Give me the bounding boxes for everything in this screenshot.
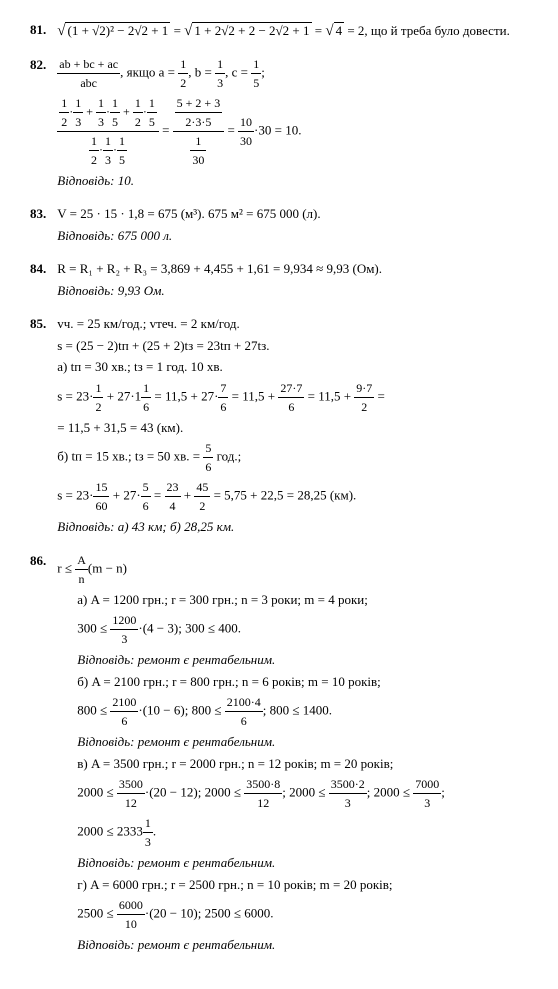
problem-86: 86. r ≤ An(m − n) а) A = 1200 грн.; r = … (30, 551, 528, 957)
problem-81: 81. √(1 + √2)² − 2√2 + 1 = √1 + 2√2 + 2 … (30, 20, 528, 43)
problem-number: 83. (30, 204, 54, 224)
problem-number: 81. (30, 20, 54, 40)
problem-body: √(1 + √2)² − 2√2 + 1 = √1 + 2√2 + 2 − 2√… (57, 20, 527, 43)
problem-85: 85. vч. = 25 км/год.; vтеч. = 2 км/год. … (30, 314, 528, 539)
problem-number: 84. (30, 259, 54, 279)
fraction: ab + bc + acabc (57, 55, 120, 92)
problem-body: ab + bc + acabc, якщо a = 12, b = 13, c … (57, 55, 527, 193)
problem-84: 84. R = R₁ + R₂ + R₃ = 3,869 + 4,455 + 1… (30, 259, 528, 302)
problem-83: 83. V = 25 · 15 · 1,8 = 675 (м³). 675 м²… (30, 204, 528, 247)
problem-body: R = R₁ + R₂ + R₃ = 3,869 + 4,455 + 1,61 … (57, 259, 527, 302)
answer: Відповідь: ремонт є рентабельним. (57, 732, 527, 752)
answer: Відповідь: 10. (57, 171, 527, 191)
answer: Відповідь: а) 43 км; б) 28,25 км. (57, 517, 527, 537)
complex-fraction: 12·13 + 13·15 + 12·15 12·13·15 (57, 94, 159, 169)
answer: Відповідь: 9,93 Ом. (57, 281, 527, 301)
answer: Відповідь: 675 000 л. (57, 226, 527, 246)
problem-number: 82. (30, 55, 54, 75)
answer: Відповідь: ремонт є рентабельним. (57, 853, 527, 873)
answer: Відповідь: ремонт є рентабельним. (57, 650, 527, 670)
problem-number: 86. (30, 551, 54, 571)
problem-number: 85. (30, 314, 54, 334)
problem-82: 82. ab + bc + acabc, якщо a = 12, b = 13… (30, 55, 528, 193)
problem-body: r ≤ An(m − n) а) A = 1200 грн.; r = 300 … (57, 551, 527, 957)
problem-body: V = 25 · 15 · 1,8 = 675 (м³). 675 м² = 6… (57, 204, 527, 247)
answer: Відповідь: ремонт є рентабельним. (57, 935, 527, 955)
problem-body: vч. = 25 км/год.; vтеч. = 2 км/год. s = … (57, 314, 527, 539)
